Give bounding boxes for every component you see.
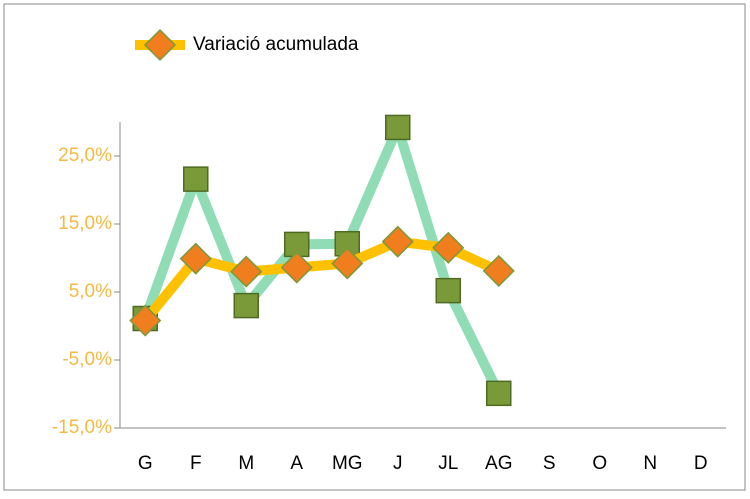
x-tick-label: JL <box>438 453 458 474</box>
y-tick-label: -15,0% <box>52 417 112 438</box>
point-marker <box>179 242 212 275</box>
point-marker <box>233 292 259 319</box>
y-tick-label: 15,0% <box>58 213 112 234</box>
legend-label: Variació acumulada <box>193 34 359 55</box>
y-tick-label: -5,0% <box>62 349 112 370</box>
point-marker <box>183 166 209 192</box>
x-tick-label: MG <box>332 453 363 474</box>
point-marker <box>432 231 465 264</box>
x-tick-label: N <box>643 453 657 474</box>
legend-marker <box>143 28 177 62</box>
x-tick-label: J <box>393 453 403 474</box>
point-marker <box>230 255 263 288</box>
point-marker <box>129 304 162 337</box>
y-tick-label: 25,0% <box>58 145 112 166</box>
x-tick-label: O <box>592 453 607 474</box>
point-marker <box>435 277 461 304</box>
point-marker <box>284 231 310 258</box>
x-tick-label: S <box>543 453 556 474</box>
series-line <box>140 122 504 396</box>
x-tick-label: F <box>190 453 202 474</box>
point-marker <box>331 247 364 280</box>
point-marker <box>385 114 411 141</box>
x-tick-label: G <box>138 453 153 474</box>
x-tick-label: M <box>238 453 254 474</box>
point-marker <box>280 251 313 284</box>
point-marker <box>482 254 515 287</box>
x-tick-label: D <box>694 453 708 474</box>
y-tick-label: 5,0% <box>69 281 112 302</box>
point-marker <box>486 380 512 407</box>
point-marker <box>381 225 414 258</box>
x-tick-label: AG <box>485 453 512 474</box>
x-tick-label: A <box>290 453 303 474</box>
